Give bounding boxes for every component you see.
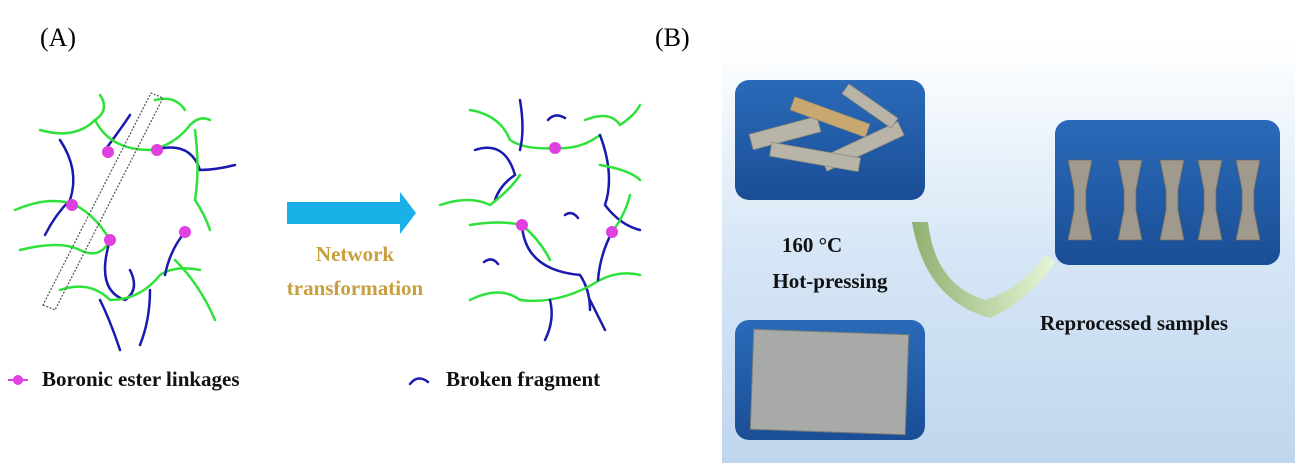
arrow-text: transformation — [287, 276, 424, 300]
arrow-text: Network — [316, 242, 394, 266]
result-label: Reprocessed samples — [1040, 311, 1228, 335]
legend-label: Broken fragment — [446, 367, 600, 391]
arrow — [287, 202, 402, 224]
legend-label: Boronic ester linkages — [42, 367, 240, 391]
panel-label: (B) — [655, 23, 690, 52]
network-before — [13, 92, 237, 352]
process-label: 160 °C — [782, 233, 842, 257]
network-after — [438, 98, 642, 342]
legend-fragment — [408, 377, 430, 386]
curved-arrow — [912, 222, 1055, 318]
arrow-head — [400, 192, 416, 234]
process-label: Hot-pressing — [772, 269, 888, 293]
panel-label: (A) — [40, 23, 76, 52]
photo-strips — [735, 80, 1280, 440]
